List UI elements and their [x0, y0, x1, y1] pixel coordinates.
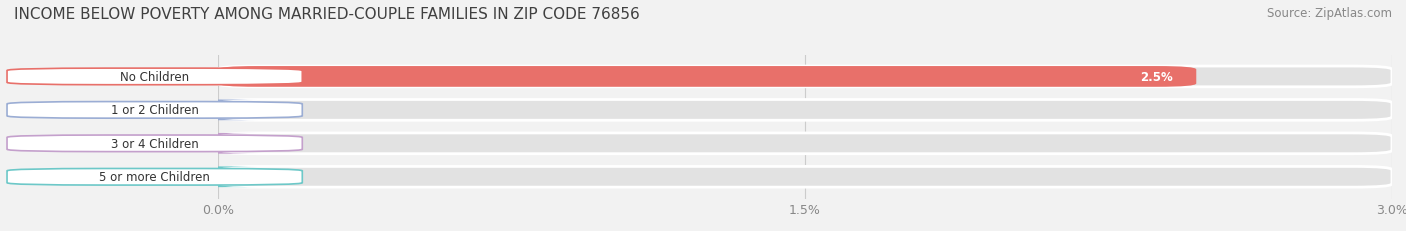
Text: 5 or more Children: 5 or more Children — [100, 170, 209, 183]
FancyBboxPatch shape — [7, 102, 302, 119]
Text: 0.0%: 0.0% — [269, 104, 298, 117]
FancyBboxPatch shape — [218, 133, 1392, 154]
FancyBboxPatch shape — [218, 67, 1197, 87]
Text: 0.0%: 0.0% — [269, 170, 298, 183]
Text: 2.5%: 2.5% — [1140, 71, 1173, 84]
Text: INCOME BELOW POVERTY AMONG MARRIED-COUPLE FAMILIES IN ZIP CODE 76856: INCOME BELOW POVERTY AMONG MARRIED-COUPL… — [14, 7, 640, 22]
FancyBboxPatch shape — [218, 100, 1392, 121]
FancyBboxPatch shape — [218, 67, 1392, 87]
Text: 1 or 2 Children: 1 or 2 Children — [111, 104, 198, 117]
Text: 0.0%: 0.0% — [269, 137, 298, 150]
FancyBboxPatch shape — [179, 133, 257, 154]
Text: 3 or 4 Children: 3 or 4 Children — [111, 137, 198, 150]
Text: Source: ZipAtlas.com: Source: ZipAtlas.com — [1267, 7, 1392, 20]
FancyBboxPatch shape — [7, 135, 302, 152]
FancyBboxPatch shape — [218, 167, 1392, 187]
Text: No Children: No Children — [120, 71, 190, 84]
FancyBboxPatch shape — [179, 100, 257, 121]
FancyBboxPatch shape — [179, 167, 257, 187]
FancyBboxPatch shape — [7, 69, 302, 85]
FancyBboxPatch shape — [7, 169, 302, 185]
